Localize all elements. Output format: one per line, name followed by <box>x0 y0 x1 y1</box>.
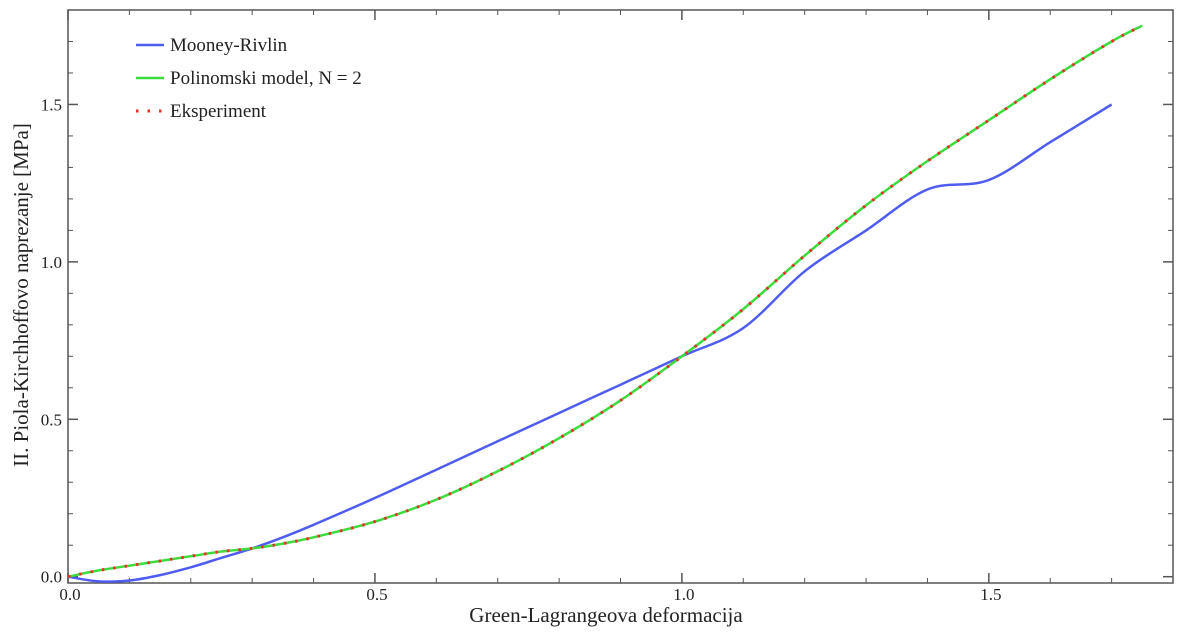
x-axis-label: Green-Lagrangeova deformacija <box>469 603 743 627</box>
y-tick-label: 0.5 <box>41 410 62 429</box>
y-axis-label: II. Piola-Kirchhoffovo naprezanje [MPa] <box>9 123 33 467</box>
legend-label-2: Eksperiment <box>170 101 267 122</box>
legend-label-0: Mooney-Rivlin <box>170 35 288 56</box>
y-tick-label: 0.0 <box>41 568 62 587</box>
series-layer <box>67 24 1144 583</box>
y-tick-label: 1.5 <box>41 95 62 114</box>
axes-layer: 0.0 0.5 1.0 1.5 0.0 0.5 1.0 1.5 <box>41 9 1174 604</box>
series-line-2 <box>67 24 1144 579</box>
x-tick-label: 0.5 <box>366 585 387 604</box>
series-line-0 <box>67 103 1113 583</box>
x-tick-label: 1.0 <box>673 585 694 604</box>
x-tick-label: 1.5 <box>980 585 1001 604</box>
legend-layer: Mooney-Rivlin Polinomski model, N = 2 Eksp… <box>136 35 362 122</box>
x-tick-label: 0.0 <box>59 585 80 604</box>
plot-frame <box>67 9 1174 584</box>
legend-label-1: Polinomski model, N = 2 <box>170 68 362 89</box>
y-tick-label: 1.0 <box>41 253 62 272</box>
